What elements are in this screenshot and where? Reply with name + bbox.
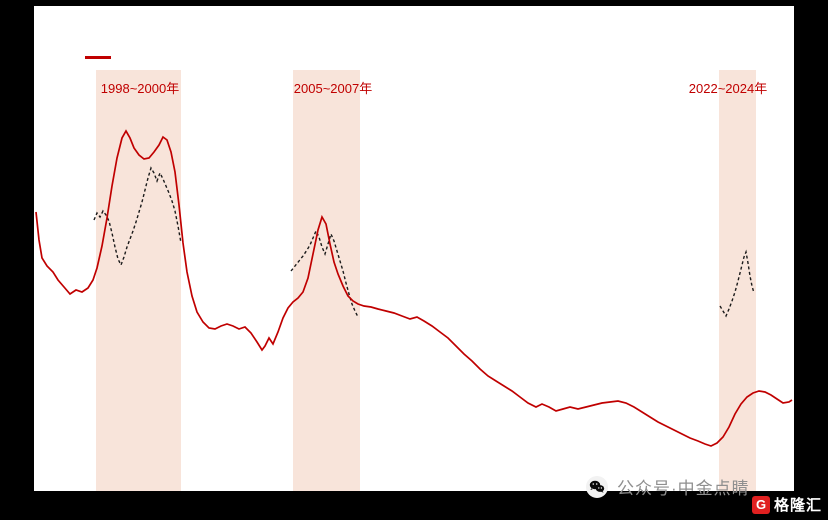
gelonghui-logo: G 格隆汇 [752, 494, 822, 515]
band-label: 1998~2000年 [100, 81, 180, 96]
gelonghui-badge-icon: G [752, 495, 770, 514]
plot-area: 1998~2000年 2005~2007年 2022~2024年 [34, 6, 794, 491]
legend-red-line-swatch [85, 56, 111, 59]
watermark-text: 公众号·中金点睛 [617, 479, 750, 498]
black-dashed-series [290, 229, 359, 318]
wechat-icon [586, 475, 608, 498]
watermark: 公众号·中金点睛 [585, 474, 750, 499]
black-dashed-series [719, 249, 755, 318]
band-label: 2005~2007年 [293, 81, 373, 96]
gelonghui-name: 格隆汇 [774, 497, 823, 514]
red-solid-series [35, 129, 793, 447]
band-label: 2022~2024年 [688, 81, 768, 96]
series-svg [35, 129, 793, 447]
black-dashed-series [93, 166, 182, 267]
